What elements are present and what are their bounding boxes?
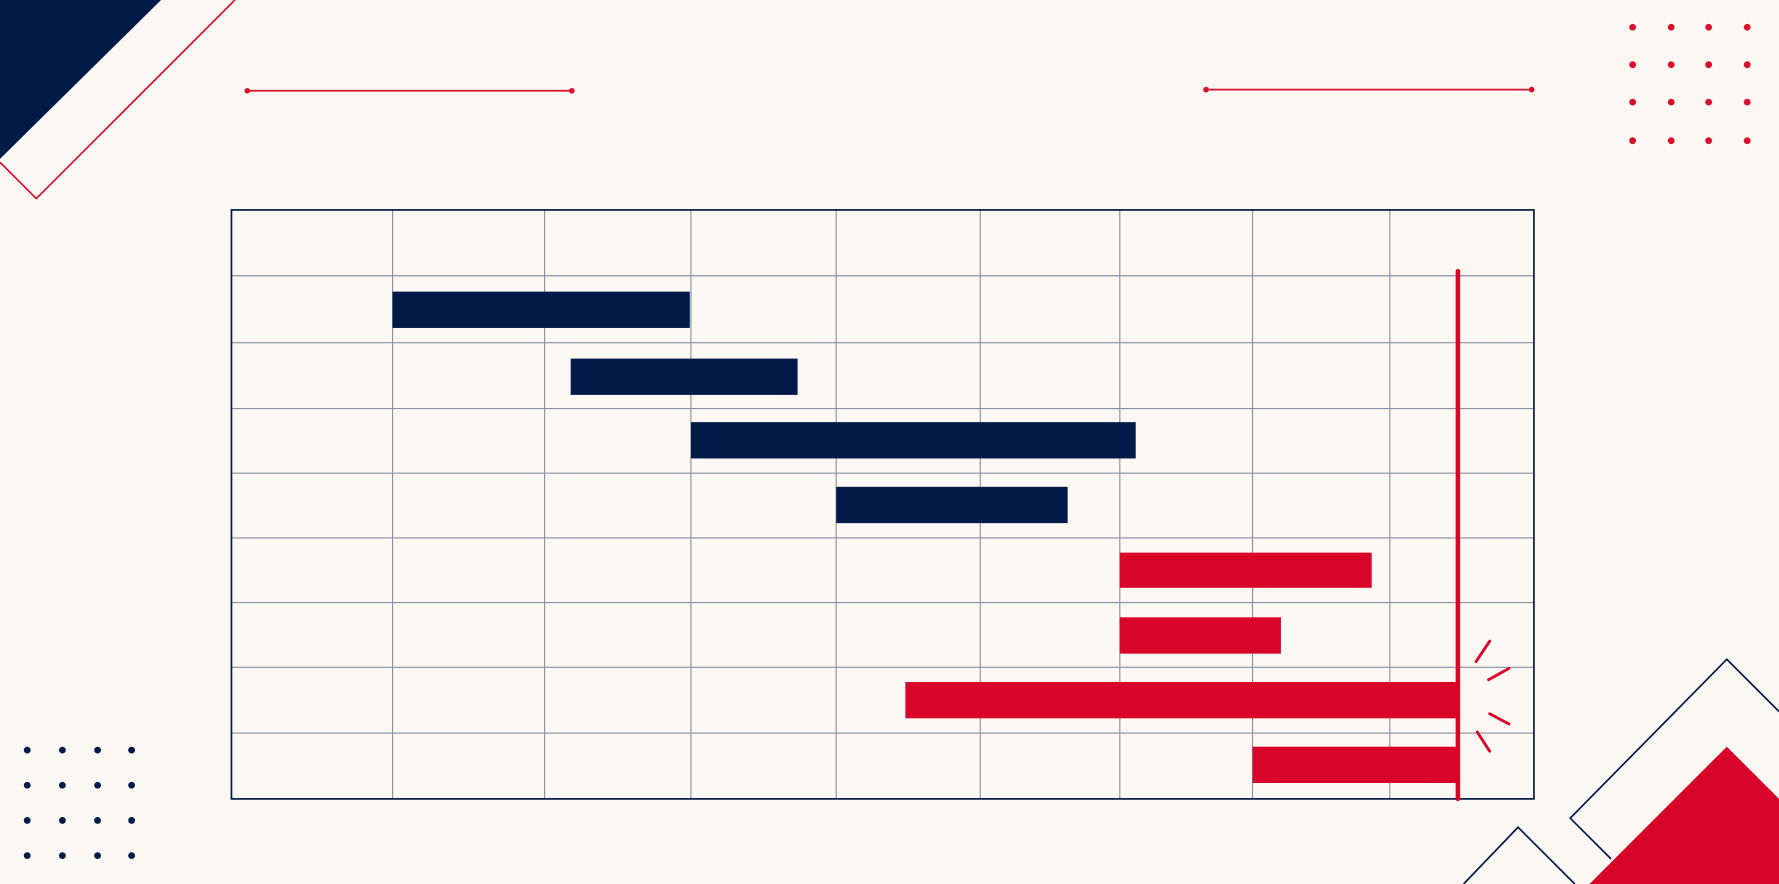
bar bbox=[1119, 552, 1372, 588]
dot bbox=[1629, 98, 1637, 106]
spark bbox=[1475, 730, 1492, 753]
dot bbox=[1629, 61, 1637, 69]
spark bbox=[1488, 712, 1511, 726]
rule-dot bbox=[568, 87, 575, 94]
corner-triangle bbox=[1589, 746, 1779, 884]
dot bbox=[1743, 98, 1751, 106]
gantt-bars bbox=[392, 291, 1457, 784]
gantt-grid bbox=[230, 209, 1535, 800]
dot bbox=[1743, 61, 1751, 69]
navy-dot-grid bbox=[23, 746, 136, 860]
dot bbox=[128, 852, 136, 860]
bar bbox=[1252, 746, 1457, 784]
dot bbox=[58, 852, 66, 860]
top-right-rule bbox=[1203, 86, 1535, 93]
alert-sparks bbox=[1474, 639, 1511, 753]
red-dot-grid bbox=[1629, 23, 1751, 145]
dot bbox=[1667, 137, 1675, 145]
dot bbox=[128, 817, 136, 824]
dot bbox=[94, 817, 101, 824]
spark bbox=[1474, 639, 1492, 663]
bar bbox=[392, 291, 690, 328]
dot bbox=[1705, 137, 1713, 145]
dot bbox=[128, 746, 136, 754]
dot bbox=[58, 817, 66, 824]
corner-outline bbox=[0, 0, 236, 200]
dot bbox=[1667, 61, 1675, 69]
dot bbox=[1629, 23, 1637, 31]
dot bbox=[1705, 61, 1713, 69]
dot bbox=[23, 746, 31, 754]
corner-outline bbox=[1569, 658, 1779, 860]
dot bbox=[94, 852, 101, 860]
top-left-rule bbox=[244, 87, 575, 94]
bar bbox=[1119, 617, 1281, 654]
dot bbox=[58, 781, 66, 789]
dot bbox=[1705, 23, 1713, 31]
dot bbox=[1705, 98, 1713, 106]
dot bbox=[58, 746, 66, 754]
dot bbox=[23, 852, 31, 860]
rule-dot bbox=[244, 87, 251, 94]
bar bbox=[905, 682, 1457, 719]
corner-outline bbox=[1462, 826, 1576, 884]
rule-dot bbox=[1203, 86, 1209, 93]
dot bbox=[23, 817, 31, 824]
dot bbox=[1743, 137, 1751, 145]
dot bbox=[23, 781, 31, 789]
corner-triangle bbox=[0, 0, 162, 159]
rule-dot bbox=[1528, 86, 1535, 93]
dot bbox=[94, 746, 101, 754]
bar bbox=[570, 358, 798, 395]
grid-frame bbox=[230, 209, 1535, 800]
bar bbox=[836, 486, 1068, 524]
dot bbox=[1743, 23, 1751, 31]
dot bbox=[1667, 98, 1675, 106]
dot bbox=[1629, 137, 1637, 145]
dot bbox=[94, 781, 101, 789]
spark bbox=[1487, 666, 1511, 682]
bar bbox=[690, 422, 1136, 459]
dot bbox=[128, 781, 136, 789]
dot bbox=[1667, 23, 1675, 31]
